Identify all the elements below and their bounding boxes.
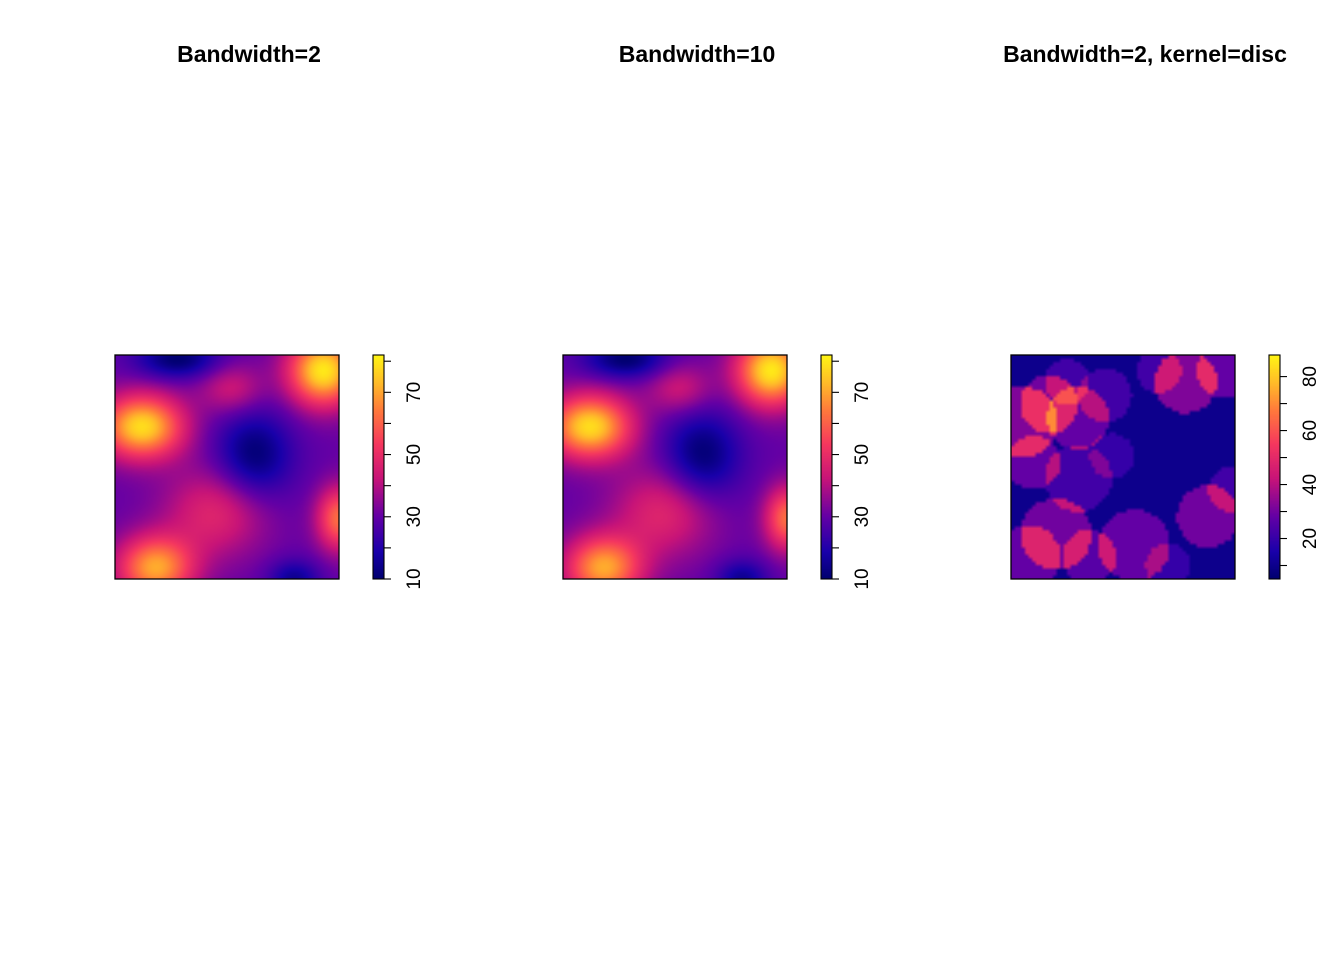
colorbar-image (821, 355, 832, 579)
plot-frame (562, 354, 788, 580)
colorbar-tick-label: 70 (404, 382, 425, 403)
colorbar-tick-label: 60 (1300, 420, 1321, 441)
heatmap-image (563, 355, 787, 579)
colorbar-frame (1268, 354, 1281, 580)
colorbar-tick-label: 20 (1300, 528, 1321, 549)
colorbar-tick-label: 80 (1300, 366, 1321, 387)
panel-3: Bandwidth=2, kernel=disc 20 40 60 80 (1003, 41, 1321, 580)
plot-frame (114, 354, 340, 580)
heatmap-image (115, 355, 339, 579)
heatmap-image (1011, 355, 1235, 579)
panel-title: Bandwidth=10 (619, 41, 776, 67)
colorbar-tick-label: 10 (852, 568, 873, 589)
panel-title: Bandwidth=2 (177, 41, 321, 67)
colorbar-ticks: 10 30 50 70 (832, 360, 873, 590)
colorbar-tick-label: 50 (404, 444, 425, 465)
colorbar-tick-label: 70 (852, 382, 873, 403)
panel-title: Bandwidth=2, kernel=disc (1003, 41, 1287, 67)
colorbar-ticks: 10 30 50 70 (384, 360, 425, 590)
plot-frame (1010, 354, 1236, 580)
colorbar-tick-label: 40 (1300, 474, 1321, 495)
colorbar-tick-label: 30 (852, 506, 873, 527)
colorbar-frame (372, 354, 385, 580)
panel-2: Bandwidth=10 10 30 50 70 (562, 41, 873, 590)
colorbar-tick-label: 10 (404, 568, 425, 589)
colorbar-frame (820, 354, 833, 580)
colorbar-image (1269, 355, 1280, 579)
colorbar-tick-label: 30 (404, 506, 425, 527)
colorbar-tick-label: 50 (852, 444, 873, 465)
colorbar-image (373, 355, 384, 579)
colorbar-ticks: 20 40 60 80 (1280, 366, 1321, 567)
panel-1: Bandwidth=2 10 30 50 70 (114, 41, 425, 590)
